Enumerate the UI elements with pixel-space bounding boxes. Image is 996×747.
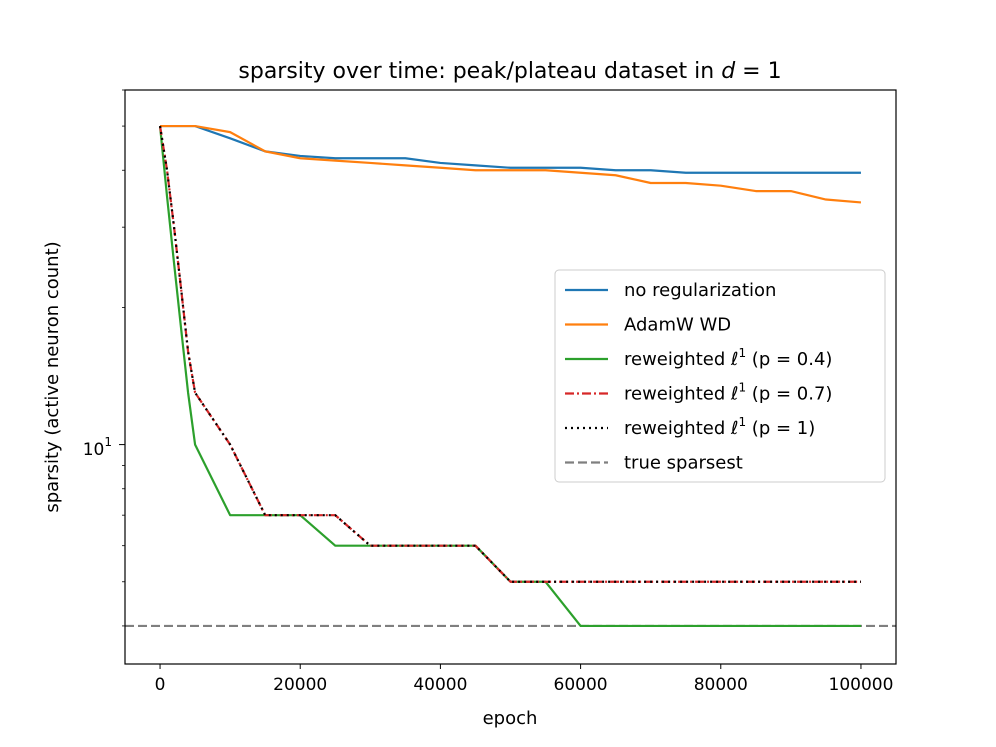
legend-label-1: no regularization [624, 280, 776, 301]
legend-label-5: reweighted ℓ1 (p = 1) [624, 415, 815, 439]
x-axis: 0 20000 40000 60000 80000 100000 [155, 664, 894, 695]
x-tick-label: 80000 [694, 675, 748, 695]
plot-frame [124, 89, 897, 665]
legend-label-2: AdamW WD [624, 315, 731, 336]
legend: no regularization AdamW WD reweighted ℓ1 (… [554, 269, 886, 483]
y-axis: 101 [83, 89, 125, 627]
legend-frame [554, 269, 886, 483]
x-tick-label: 100000 [829, 675, 894, 695]
x-tick-label: 20000 [273, 675, 327, 695]
chart-title: sparsity over time: peak/plateau dataset… [238, 59, 781, 84]
x-tick-label: 60000 [554, 675, 608, 695]
x-axis-label: epoch [483, 708, 538, 729]
plot-area [124, 89, 897, 665]
legend-label-4: reweighted ℓ1 (p = 0.7) [624, 381, 832, 405]
y-axis-label: sparsity (active neuron count) [42, 241, 63, 512]
x-tick-label: 40000 [413, 675, 467, 695]
legend-label-6: true sparsest [624, 453, 743, 474]
series-line-4 [158, 125, 861, 583]
y-tick-label-major: 101 [83, 435, 112, 460]
x-tick-label: 0 [155, 675, 166, 695]
series-line-2 [160, 124, 862, 204]
legend-label-3: reweighted ℓ1 (p = 0.4) [624, 346, 832, 370]
